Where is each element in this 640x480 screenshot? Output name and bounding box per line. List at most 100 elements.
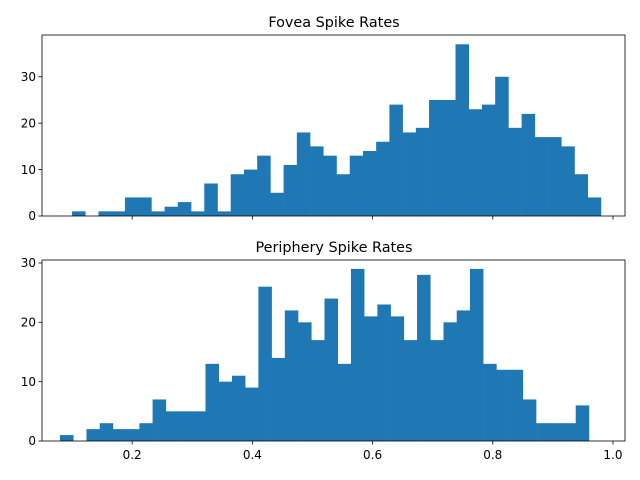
fovea-histogram-bar [574,174,589,216]
fovea-x-axis [131,216,614,220]
fovea-histogram-bar [336,174,351,216]
fovea-histogram-bar [442,99,456,216]
fovea-histogram-bar [468,109,483,216]
fovea-y-tick-label: 10 [21,163,36,177]
periphery-histogram-bar [575,405,590,441]
periphery-histogram-bar [430,340,444,441]
periphery-histogram-bar [496,369,510,441]
fovea-histogram-bar [587,197,602,216]
periphery-histogram-bar [324,298,338,441]
fovea-histogram-bar [164,206,179,216]
periphery-histogram-bar [522,399,537,441]
periphery-histogram-bar [350,268,365,441]
fovea-histogram-bar [548,137,562,216]
fovea-histogram-bar [521,113,536,216]
periphery-histogram-bar [390,316,405,441]
periphery-histogram-bar [284,310,299,441]
fovea-histogram-bar [534,137,549,216]
periphery-histogram-bar [456,310,471,441]
fovea-histogram-bar [310,146,324,216]
fovea-subplot: Fovea Spike Rates 0 10 20 30 [21,15,626,223]
fovea-histogram-bar [230,174,245,216]
periphery-histogram-bar [231,375,246,441]
fovea-histogram-bar [151,211,165,216]
periphery-histogram-bar [245,387,259,441]
periphery-histogram-bar [403,340,418,441]
fovea-histogram-bar [283,164,298,216]
periphery-x-tick-label: 1.0 [603,448,622,462]
periphery-y-tick-label: 30 [21,256,36,270]
fovea-histogram-bar [362,151,377,216]
fovea-histogram-bar [508,127,522,216]
periphery-histogram-bar [192,411,206,441]
periphery-x-axis: 0.2 0.4 0.6 0.8 1.0 [123,441,623,462]
periphery-histogram-bar [483,363,497,441]
periphery-histogram-bar [536,423,550,441]
fovea-histogram-bar [455,44,470,216]
periphery-y-tick-label: 0 [28,434,36,448]
periphery-histogram-bar [258,286,272,441]
fovea-y-tick-label: 30 [21,70,36,84]
fovea-histogram-bar [415,127,430,216]
fovea-plot-frame [41,34,626,217]
periphery-histogram-bar [417,274,431,441]
fovea-histogram-bar [389,104,403,216]
periphery-y-tick-label: 10 [21,375,36,389]
periphery-x-tick-label: 0.2 [123,448,142,462]
periphery-histogram-bar [165,411,180,441]
periphery-y-axis: 0 10 20 30 [21,256,42,448]
periphery-histogram-bar [126,429,140,441]
periphery-x-tick-label: 0.6 [363,448,382,462]
periphery-histogram-bar [271,357,286,441]
fovea-histogram-bar [402,132,417,216]
fovea-histogram-bar [138,197,152,216]
fovea-histogram-bar [98,211,113,216]
fovea-histogram-bar [495,76,509,217]
periphery-histogram-bar [337,363,352,441]
fovea-histogram-bar [481,104,496,216]
fovea-y-tick-label: 0 [28,209,36,223]
periphery-histogram-bar [469,268,484,441]
fovea-histogram-bar [204,183,218,216]
fovea-histogram-bar [72,211,86,216]
fovea-histogram-bars [72,44,602,217]
fovea-histogram-bar [429,99,443,216]
fovea-histogram-bar [217,211,232,216]
periphery-histogram-bar [443,322,458,441]
periphery-histogram-bar [86,429,100,441]
periphery-x-tick-label: 0.8 [483,448,502,462]
periphery-histogram-bar [311,340,325,441]
fovea-histogram-bar [561,146,575,216]
fovea-histogram-bar [376,141,390,216]
periphery-histogram-bar [364,316,378,441]
periphery-chart-title: Periphery Spike Rates [255,240,412,256]
periphery-histogram-bar [562,423,577,441]
fovea-histogram-bar [111,211,126,216]
fovea-chart-title: Fovea Spike Rates [268,15,399,31]
periphery-histogram-bar [509,369,524,441]
periphery-plot-frame [41,259,626,442]
fovea-histogram-bar [243,169,258,216]
fovea-histogram-bar [349,155,364,216]
fovea-histogram-bar [177,202,192,216]
periphery-histogram-bar [377,304,391,441]
periphery-histogram-bar [205,363,219,441]
fovea-histogram-bar [323,155,337,216]
periphery-x-tick-label: 0.4 [243,448,262,462]
fovea-y-axis: 0 10 20 30 [21,70,42,223]
periphery-histogram-bar [298,322,312,441]
periphery-histogram-bar [139,423,153,441]
fovea-histogram-bar [257,155,271,216]
periphery-histogram-bar [152,399,167,441]
periphery-histogram-bar [99,423,114,441]
fovea-histogram-bar [124,197,139,216]
periphery-histogram-bar [179,411,193,441]
periphery-y-tick-label: 20 [21,316,36,330]
fovea-histogram-bar [270,192,284,216]
fovea-y-tick-label: 20 [21,116,36,130]
periphery-histogram-bars [60,268,590,441]
fovea-histogram-bar [191,211,205,216]
periphery-histogram-bar [218,381,233,441]
